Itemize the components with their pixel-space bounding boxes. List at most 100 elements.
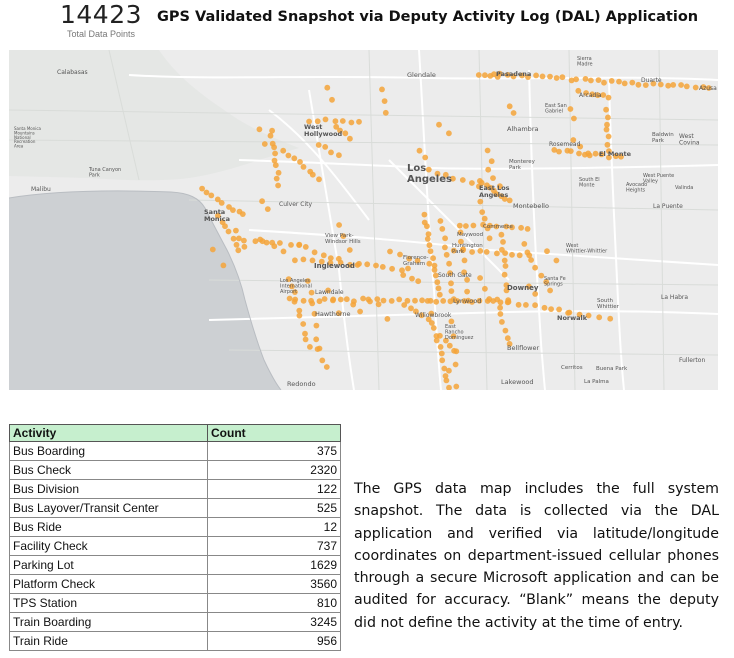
gps-point <box>297 159 303 165</box>
activity-cell: Bus Boarding <box>9 441 208 461</box>
map-label-el-monte: El Monte <box>599 150 632 158</box>
gps-point <box>388 298 395 304</box>
gps-point <box>482 285 488 292</box>
map-label-huntington-park: Huntington Park <box>452 243 483 255</box>
gps-point <box>428 310 435 317</box>
gps-point <box>296 241 303 248</box>
map-label-commerce: Commerce <box>483 224 513 230</box>
gps-point <box>414 257 421 264</box>
gps-point <box>448 288 455 294</box>
gps-point <box>442 373 449 379</box>
gps-point <box>433 337 440 344</box>
gps-point <box>241 237 247 244</box>
gps-point <box>305 278 311 284</box>
gps-point <box>571 115 577 122</box>
gps-point <box>567 106 574 112</box>
map-label-la-habra: La Habra <box>661 294 688 301</box>
count-cell: 3560 <box>207 574 341 594</box>
gps-point <box>510 73 517 80</box>
gps-point <box>503 282 510 289</box>
gps-point <box>318 258 325 265</box>
gps-point <box>339 118 346 124</box>
gps-point <box>425 166 432 173</box>
gps-point <box>300 164 307 170</box>
gps-point <box>367 298 373 305</box>
table-row: Train Boarding 3245 <box>9 612 341 632</box>
mountain-area <box>9 50 299 181</box>
description-text: The GPS data map includes the full syste… <box>354 481 719 631</box>
total-data-points-label: Total Data Points <box>66 29 136 39</box>
map-canvas[interactable]: Calabasas Glendale Pasadena Sierra Madre Duar… <box>9 50 718 390</box>
gps-point <box>280 147 287 154</box>
gps-point <box>500 239 506 245</box>
gps-point <box>396 296 403 303</box>
map-label-la-puente: La Puente <box>653 203 683 210</box>
map-label-topanga: Tuna Canyon Park <box>88 167 121 179</box>
gps-point <box>404 297 411 304</box>
gps-point <box>461 269 467 276</box>
gps-point <box>600 92 607 98</box>
gps-point <box>678 82 684 88</box>
minor-roads <box>9 50 718 390</box>
gps-point <box>412 297 418 304</box>
gps-point <box>436 291 443 298</box>
gps-point <box>476 297 483 304</box>
gps-point <box>325 287 331 294</box>
gps-point <box>446 342 453 349</box>
map-label-santa-fe-springs: Santa Fe Springs <box>544 276 566 288</box>
gps-point <box>300 321 307 327</box>
gps-point <box>285 152 292 159</box>
gps-point <box>450 333 457 340</box>
gps-point <box>409 275 415 282</box>
gps-point <box>442 235 448 242</box>
gps-point <box>424 223 430 230</box>
map-label-maywood: Maywood <box>457 232 483 238</box>
map-label-duarte: Duarte <box>641 77 662 84</box>
gps-point <box>503 223 510 230</box>
map-label-malibu: Malibu <box>31 186 51 193</box>
gps-point <box>286 295 293 302</box>
gps-point <box>487 184 493 191</box>
gps-point <box>589 91 596 98</box>
coastline <box>9 190 282 390</box>
gps-point <box>559 74 566 81</box>
gps-point <box>606 148 612 154</box>
gps-point <box>329 96 335 103</box>
gps-point <box>442 171 449 178</box>
gps-point <box>497 183 503 190</box>
gps-point <box>226 204 232 210</box>
gps-point <box>494 250 500 257</box>
gps-point <box>261 141 268 147</box>
gps-point <box>348 119 355 126</box>
gps-point <box>493 223 500 230</box>
column-header-activity: Activity <box>9 424 208 442</box>
gps-point <box>443 251 450 258</box>
gps-point <box>271 243 278 250</box>
map-label-montebello: Montebello <box>513 202 549 210</box>
map-label-west-whittier: West Whittier-Whittier <box>566 243 608 255</box>
gps-point <box>405 265 411 272</box>
gps-point <box>516 252 523 259</box>
gps-point <box>501 271 508 278</box>
gps-point <box>470 222 477 229</box>
activity-cell: Facility Check <box>9 536 208 556</box>
gps-point <box>300 297 307 304</box>
gps-point <box>316 298 323 305</box>
gps-point <box>425 231 432 238</box>
gps-point <box>275 169 282 176</box>
map-label-valinda: Valinda <box>675 185 693 191</box>
gps-point <box>524 249 531 256</box>
map-label-lynwood: Lynwood <box>453 297 481 305</box>
gps-point <box>319 357 326 364</box>
gps-point <box>484 147 491 154</box>
gps-point <box>451 347 457 354</box>
gps-point <box>556 306 562 313</box>
count-cell: 122 <box>207 479 341 499</box>
table-row: Facility Check 737 <box>9 536 341 556</box>
gps-point <box>271 157 278 164</box>
gps-map[interactable]: Calabasas Glendale Pasadena Sierra Madre Duar… <box>9 50 718 390</box>
gps-point <box>486 296 493 302</box>
gps-point <box>271 144 277 151</box>
gps-point <box>327 255 334 261</box>
gps-point <box>408 305 414 312</box>
